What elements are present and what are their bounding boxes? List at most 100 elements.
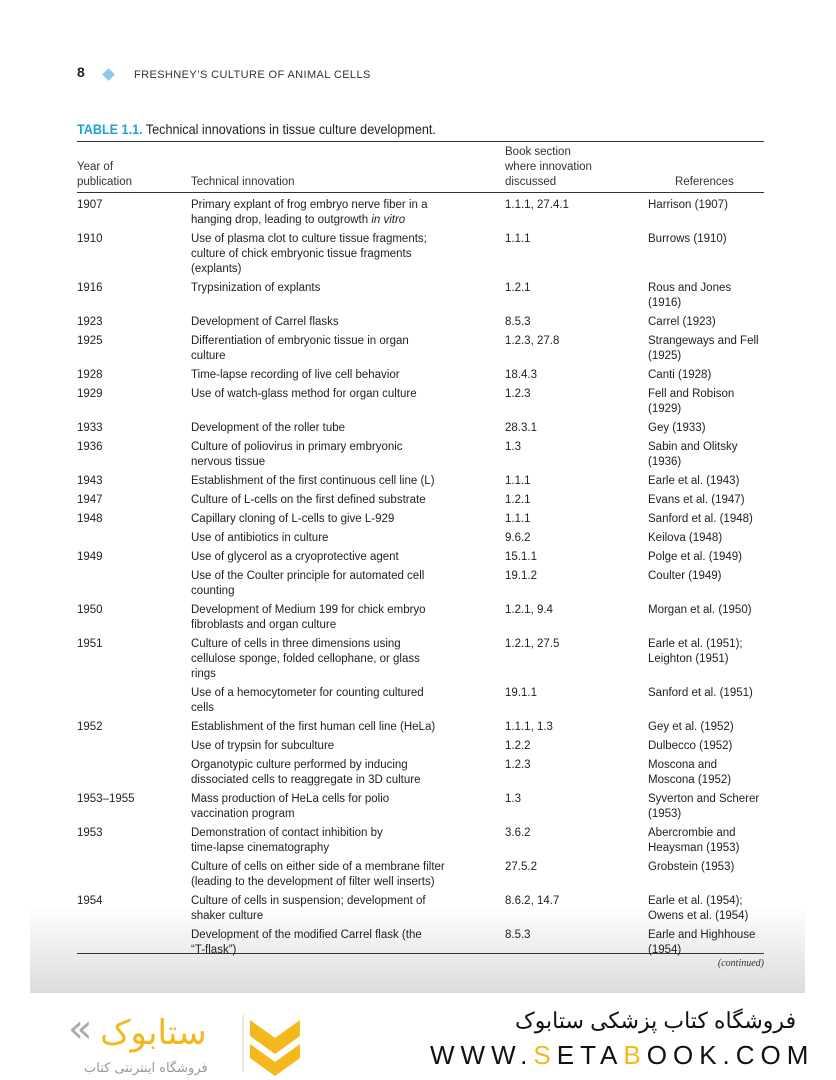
cell-section: 1.1.1 [505, 513, 531, 525]
table-row: 1949 Use of glycerol as a cryoprotective … [77, 548, 764, 567]
table-label: TABLE 1.1. [77, 121, 143, 137]
table-row: 1925 Differentiation of embryonic tissue … [77, 332, 764, 366]
cell-references: Dulbecco (1952) [648, 740, 733, 752]
cell-section: 1.3 [505, 441, 521, 453]
cell-references: Coulter (1949) [648, 570, 722, 582]
svg-text:فروشگاه اینترنتی کتاب: فروشگاه اینترنتی کتاب [84, 1060, 208, 1076]
cell-innovation: Use of glycerol as a cryoprotective agen… [191, 551, 399, 563]
cell-innovation: Development of Medium 199 for chick embr… [191, 604, 426, 631]
cell-references: Rous and Jones (1916) [648, 282, 732, 309]
cell-innovation: Establishment of the first human cell li… [191, 721, 436, 733]
table-row: Use of antibiotics in culture 9.6.2 Keilov… [77, 529, 764, 548]
cell-innovation: Use of a hemocytometer for counting cult… [191, 687, 424, 714]
cell-innovation: Use of plasma clot to culture tissue fra… [191, 233, 427, 275]
cell-innovation: Use of antibiotics in culture [191, 532, 329, 544]
cell-section: 1.2.1, 27.5 [505, 638, 560, 650]
cell-year: 1925 [77, 335, 103, 347]
cell-year: 1923 [77, 316, 103, 328]
cell-references: Earle et al. (1951); Leighton (1951) [648, 638, 743, 665]
cell-section: 3.6.2 [505, 827, 531, 839]
cell-references: Polge et al. (1949) [648, 551, 742, 563]
col-header-references: References [675, 176, 734, 188]
setabook-logo: « ستابوک فروشگاه اینترنتی کتاب [68, 1006, 300, 1076]
cell-section: 27.5.2 [505, 861, 537, 873]
svg-text:«: « [68, 1006, 92, 1052]
continued-note: (continued) [717, 958, 764, 969]
cell-references: Canti (1928) [648, 369, 712, 381]
cell-year: 1929 [77, 388, 103, 400]
running-title: FRESHNEY’S CULTURE OF ANIMAL CELLS [134, 69, 371, 81]
cell-innovation: Use of trypsin for subculture [191, 740, 335, 752]
cell-references: Burrows (1910) [648, 233, 727, 245]
cell-references: Abercrombie and Heaysman (1953) [648, 827, 740, 854]
cell-innovation: Culture of cells in suspension; developm… [191, 895, 426, 922]
cell-references: Strangeways and Fell (1925) [648, 335, 759, 362]
cell-year: 1928 [77, 369, 103, 381]
cell-section: 1.3 [505, 793, 521, 805]
cell-references: Moscona and Moscona (1952) [648, 759, 732, 786]
cell-innovation: Differentiation of embryonic tissue in o… [191, 335, 409, 362]
table-row: 1936 Culture of poliovirus in primary emb… [77, 438, 764, 472]
cell-section: 19.1.1 [505, 687, 537, 699]
table-row: 1950 Development of Medium 199 for chick … [77, 601, 764, 635]
table-title: TABLE 1.1. Technical innovations in tiss… [77, 121, 436, 137]
cell-year [77, 758, 191, 788]
cell-year: 1907 [77, 199, 103, 211]
table-bottom-rule [77, 953, 764, 954]
table-top-rule [77, 141, 764, 142]
cell-innovation: Culture of cells on either side of a mem… [191, 861, 445, 888]
cell-section: 9.6.2 [505, 532, 531, 544]
cell-section: 1.2.3 [505, 388, 531, 400]
cell-year: 1947 [77, 494, 103, 506]
table-row: Culture of cells on either side of a mem… [77, 858, 764, 892]
cell-innovation: Development of Carrel flasks [191, 316, 339, 328]
book-page [30, 0, 805, 993]
cell-year: 1954 [77, 895, 103, 907]
cell-references: Carrel (1923) [648, 316, 716, 328]
table-row: 1923 Development of Carrel flasks 8.5.3 Car… [77, 313, 764, 332]
cell-year: 1953–1955 [77, 793, 135, 805]
cell-year: 1936 [77, 441, 103, 453]
table-row: 1943 Establishment of the first continuou… [77, 472, 764, 491]
col-header-innovation: Technical innovation [191, 176, 295, 188]
cell-section: 1.1.1, 27.4.1 [505, 199, 569, 211]
cell-references: Gey et al. (1952) [648, 721, 734, 733]
cell-year: 1950 [77, 604, 103, 616]
cell-section: 15.1.1 [505, 551, 537, 563]
table-row: 1910 Use of plasma clot to culture tissue… [77, 230, 764, 279]
cell-innovation: Use of watch-glass method for organ cult… [191, 388, 417, 400]
table-row: 1953–1955 Mass production of HeLa cells f… [77, 790, 764, 824]
cell-section: 1.1.1, 1.3 [505, 721, 553, 733]
table-row: Organotypic culture performed by inducin… [77, 756, 764, 790]
cell-section: 28.3.1 [505, 422, 537, 434]
cell-innovation: Establishment of the first continuous ce… [191, 475, 435, 487]
cell-references: Sanford et al. (1951) [648, 687, 753, 699]
cell-year: 1916 [77, 282, 103, 294]
cell-references: Harrison (1907) [648, 199, 728, 211]
cell-section: 8.6.2, 14.7 [505, 895, 560, 907]
cell-references: Gey (1933) [648, 422, 706, 434]
table-row: 1928 Time-lapse recording of live cell be… [77, 366, 764, 385]
cell-innovation: Use of the Coulter principle for automat… [191, 570, 425, 597]
store-name: فروشگاه کتاب پزشکی ستابوک [515, 1008, 797, 1033]
cell-section: 1.1.1 [505, 233, 531, 245]
cell-section: 1.1.1 [505, 475, 531, 487]
table-row: Development of the modified Carrel flask… [77, 926, 764, 960]
cell-year: 1951 [77, 638, 103, 650]
cell-innovation: Demonstration of contact inhibition by ti… [191, 827, 383, 854]
table-row: 1929 Use of watch-glass method for organ … [77, 385, 764, 419]
cell-year: 1948 [77, 513, 103, 525]
table-body: 1907 Primary explant of frog embryo nerve… [77, 196, 764, 960]
cell-section: 1.2.1 [505, 282, 531, 294]
cell-year: 1952 [77, 721, 103, 733]
cell-year: 1933 [77, 422, 103, 434]
cell-year [77, 686, 191, 716]
table-row: 1951 Culture of cells in three dimensions… [77, 635, 764, 684]
cell-references: Keilova (1948) [648, 532, 723, 544]
table-row: 1948 Capillary cloning of L-cells to give… [77, 510, 764, 529]
cell-section: 1.2.3, 27.8 [505, 335, 560, 347]
cell-references: Evans et al. (1947) [648, 494, 745, 506]
cell-innovation: Culture of poliovirus in primary embryon… [191, 441, 403, 468]
col-header-section: Book section where innovation discussed [505, 146, 592, 188]
cell-year [77, 739, 191, 754]
